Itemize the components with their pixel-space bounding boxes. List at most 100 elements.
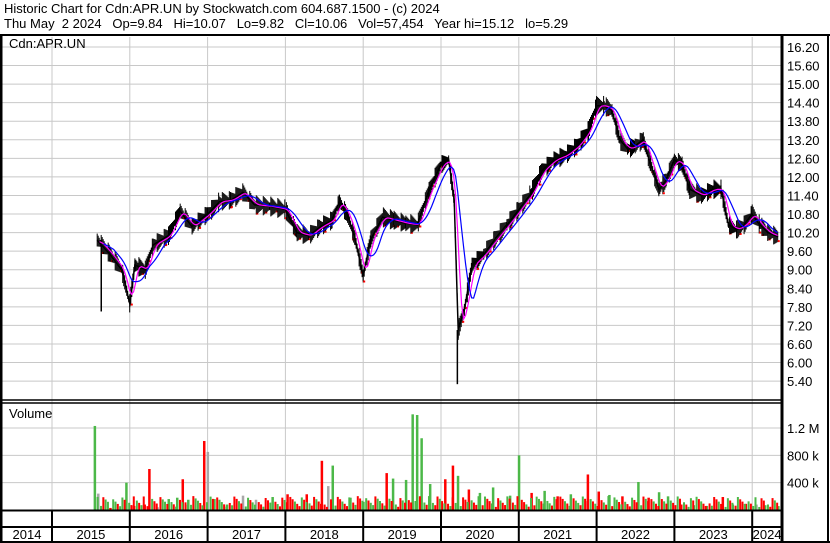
volume-bar <box>734 505 737 510</box>
volume-bar <box>504 505 507 510</box>
volume-bar <box>205 502 208 510</box>
volume-bar <box>233 496 236 510</box>
volume-bar <box>631 497 634 510</box>
volume-bar <box>164 501 167 510</box>
volume-bar <box>776 502 779 510</box>
volume-bar <box>546 500 549 510</box>
volume-bar <box>146 506 149 510</box>
volume-bar <box>308 503 311 510</box>
volume-bar <box>574 500 577 510</box>
volume-bar <box>356 496 359 510</box>
volume-bar <box>443 503 446 510</box>
volume-bar <box>190 504 193 510</box>
volume-bar <box>491 487 495 510</box>
volume-bar <box>428 484 432 510</box>
price-pane-title: Cdn:APR.UN <box>9 36 86 51</box>
short-moving-average <box>99 105 778 322</box>
volume-bar <box>264 497 267 510</box>
close-mark <box>709 196 712 199</box>
year-tick-label: 2015 <box>76 527 105 542</box>
volume-bar <box>410 502 413 510</box>
volume-bar <box>112 499 115 510</box>
volume-bar <box>237 501 240 510</box>
volume-bar <box>726 498 729 510</box>
volume-bar <box>579 505 582 510</box>
volume-bar <box>123 499 126 510</box>
volume-bar <box>749 503 752 510</box>
volume-bar <box>624 501 627 510</box>
volume-bar <box>449 506 452 510</box>
grid-lines <box>2 37 782 510</box>
volume-bar <box>291 499 294 510</box>
volume-bar <box>166 504 169 510</box>
volume-bar <box>341 501 344 510</box>
volume-bar <box>577 502 580 510</box>
price-tick-label: 5.40 <box>787 374 812 389</box>
volume-bar <box>615 499 618 510</box>
close-mark <box>549 169 552 172</box>
quote-summary: Thu May 2 2024 Op=9.84 Hi=10.07 Lo=9.82 … <box>4 16 569 31</box>
volume-bar <box>501 502 504 510</box>
volume-bar <box>327 486 330 510</box>
volume-bar <box>323 504 326 510</box>
year-tick-label: 2020 <box>465 527 494 542</box>
volume-bar <box>383 505 386 510</box>
volume-bar <box>486 498 489 510</box>
volume-bar <box>202 440 206 510</box>
volume-bar <box>758 506 761 510</box>
price-tick-label: 13.80 <box>787 114 820 129</box>
volume-bar <box>420 438 423 510</box>
volume-bar <box>444 479 447 510</box>
volume-bar <box>310 505 313 510</box>
volume-bar <box>596 505 599 510</box>
volume-bar <box>339 499 342 510</box>
volume-bar <box>475 504 478 510</box>
volume-bar <box>685 504 688 510</box>
volume-bar <box>771 498 774 510</box>
volume-bar <box>762 500 765 510</box>
volume-bar <box>665 503 668 510</box>
volume-bar <box>303 499 306 510</box>
volume-bar <box>285 502 288 510</box>
volume-bar <box>300 497 303 510</box>
volume-bar <box>477 496 480 510</box>
volume-bar <box>747 501 750 510</box>
volume-bar <box>683 502 686 510</box>
volume-bar <box>175 506 178 510</box>
volume-bar <box>130 505 133 510</box>
volume-bar <box>710 505 713 510</box>
volume-bar <box>556 496 559 510</box>
volume-bar <box>680 504 683 510</box>
volume-bar <box>769 506 772 510</box>
volume-bar <box>525 504 528 510</box>
volume-bar <box>201 505 204 510</box>
volume-bar <box>104 499 107 510</box>
volume-bar <box>633 499 636 510</box>
volume-bar <box>708 503 711 510</box>
volume-bar <box>451 497 454 510</box>
volume-bar <box>608 494 611 510</box>
volume-bar <box>548 503 551 510</box>
price-tick-label: 16.20 <box>787 40 820 55</box>
volume-bar <box>586 474 590 510</box>
price-tick-label: 13.20 <box>787 133 820 148</box>
volume-bar <box>720 503 723 510</box>
volume-bar <box>192 496 195 510</box>
volume-bar <box>172 504 175 510</box>
volume-bar <box>305 502 308 510</box>
close-mark <box>363 280 366 283</box>
close-mark <box>575 153 578 156</box>
volume-bar <box>488 501 491 510</box>
volume-bar <box>249 500 252 510</box>
volume-bar <box>678 498 681 510</box>
volume-bar <box>125 482 128 510</box>
price-tick-label: 12.60 <box>787 151 820 166</box>
volume-bar <box>223 504 226 510</box>
volume-bar <box>535 496 538 510</box>
year-tick-label: 2016 <box>154 527 183 542</box>
volume-bar <box>313 496 316 510</box>
volume-bar <box>320 503 323 510</box>
volume-bar <box>657 506 660 510</box>
volume-bar <box>235 498 238 510</box>
volume-bar <box>167 499 170 510</box>
